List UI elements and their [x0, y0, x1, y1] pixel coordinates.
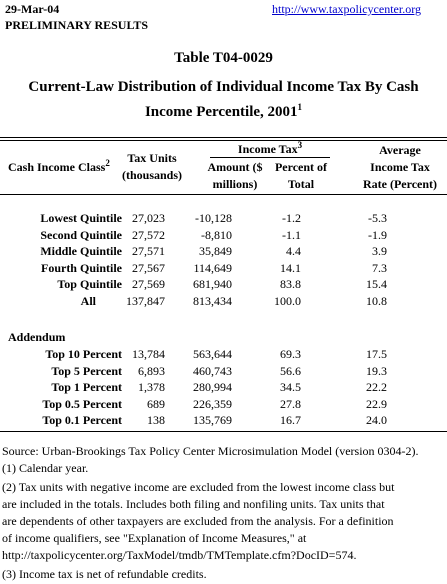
row-label: Fourth Quintile — [40, 260, 122, 275]
cell: 22.2 — [366, 380, 387, 395]
cell: 27,569 — [132, 277, 165, 292]
note: Source: Urban-Brookings Tax Policy Cente… — [2, 444, 419, 458]
cell: 17.5 — [366, 347, 387, 361]
cell: 100.0 — [274, 294, 301, 308]
row-label: Top 0.5 Percent — [42, 396, 122, 411]
cell: 13,784 — [132, 347, 165, 361]
cell: 226,359 — [193, 396, 232, 411]
footnote-ref: 3 — [297, 140, 303, 150]
row-label: Top 5 Percent — [51, 363, 122, 378]
cell: 114,649 — [193, 260, 232, 275]
date: 29-Mar-04 — [5, 2, 60, 16]
column-header: Tax Units — [127, 151, 177, 165]
cell: -1.2 — [282, 211, 301, 225]
column-header: Percent of — [274, 160, 328, 174]
cell: 689 — [147, 396, 165, 411]
cell: 280,994 — [193, 380, 232, 395]
cell: 24.0 — [366, 413, 387, 428]
cell: 27,567 — [132, 260, 165, 275]
note: are included in the totals. Includes bot… — [2, 497, 385, 511]
row-label: Lowest Quintile — [40, 211, 122, 225]
cell: 27,023 — [132, 211, 165, 225]
column-header: Cash Income Class2 — [8, 159, 110, 175]
cell: -10,128 — [195, 211, 232, 225]
note: (2) Tax units with negative income are e… — [2, 480, 395, 494]
cell: -1.1 — [282, 227, 301, 242]
status: PRELIMINARY RESULTS — [5, 18, 149, 32]
cell: 16.7 — [280, 413, 301, 428]
note: http://taxpolicycenter.org/TaxModel/tmdb… — [2, 548, 357, 562]
title-text: Income Percentile, 2001 — [144, 104, 298, 120]
row-label: Top Quintile — [57, 277, 122, 292]
cell: 137,847 — [126, 294, 165, 308]
note: are dependents of other taxpayers are ex… — [2, 514, 394, 528]
rule — [210, 157, 330, 158]
cell: 83.8 — [280, 277, 301, 292]
note: (1) Calendar year. — [2, 461, 89, 475]
cell: 681,940 — [193, 277, 232, 292]
cell: 56.6 — [280, 363, 301, 378]
cell: 15.4 — [366, 277, 387, 292]
cell: 22.9 — [366, 396, 387, 411]
header-text: Cash Income Class — [8, 160, 106, 174]
cell: 14.1 — [280, 260, 301, 275]
column-header: Rate (Percent) — [362, 177, 438, 191]
cell: 6,893 — [138, 363, 165, 378]
cell: 563,644 — [193, 347, 232, 361]
column-header: Amount ($ — [207, 160, 263, 174]
cell: -1.9 — [368, 227, 387, 242]
cell: 69.3 — [280, 347, 301, 361]
cell: 4.4 — [286, 244, 301, 259]
rule — [0, 431, 447, 432]
header-text: Income Tax — [237, 142, 298, 156]
addendum-label: Addendum — [8, 330, 66, 344]
rule — [0, 140, 447, 141]
column-header: Income Tax3 — [205, 141, 335, 157]
column-header: (thousands) — [122, 168, 183, 182]
note: of income qualifiers, see "Explanation o… — [2, 531, 307, 545]
cell: 3.9 — [372, 244, 387, 259]
row-label: Top 0.1 Percent — [42, 413, 122, 428]
column-header: millions) — [212, 177, 258, 191]
row-label: All — [80, 294, 96, 308]
table-id: Table T04-0029 — [174, 50, 273, 66]
row-label: Middle Quintile — [40, 244, 122, 259]
row-label: Top 1 Percent — [51, 380, 122, 395]
cell: -8,810 — [201, 227, 232, 242]
cell: 34.5 — [280, 380, 301, 395]
rule — [0, 194, 447, 195]
column-header: Average — [379, 143, 421, 157]
link[interactable]: http://www.taxpolicycenter.org — [272, 2, 421, 16]
footnote-ref: 1 — [297, 102, 303, 112]
rule — [0, 137, 447, 138]
cell: 1,378 — [138, 380, 165, 395]
cell: 27.8 — [280, 396, 301, 411]
footnote-ref: 2 — [105, 158, 110, 168]
title-line: Current-Law Distribution of Individual I… — [28, 79, 419, 95]
cell: 135,769 — [193, 413, 232, 428]
cell: 813,434 — [193, 294, 232, 308]
cell: 7.3 — [372, 260, 387, 275]
cell: 460,743 — [193, 363, 232, 378]
cell: 35,849 — [199, 244, 232, 259]
row-label: Top 10 Percent — [45, 347, 122, 361]
note: (3) Income tax is net of refundable cred… — [2, 567, 207, 581]
title-line: Income Percentile, 20011 — [0, 102, 447, 122]
cell: 27,571 — [132, 244, 165, 259]
cell: 19.3 — [366, 363, 387, 378]
cell: 138 — [147, 413, 165, 428]
column-header: Total — [287, 177, 315, 191]
row-label: Second Quintile — [40, 227, 122, 242]
column-header: Income Tax — [370, 160, 430, 174]
cell: 27,572 — [132, 227, 165, 242]
cell: 10.8 — [366, 294, 387, 308]
cell: -5.3 — [368, 211, 387, 225]
